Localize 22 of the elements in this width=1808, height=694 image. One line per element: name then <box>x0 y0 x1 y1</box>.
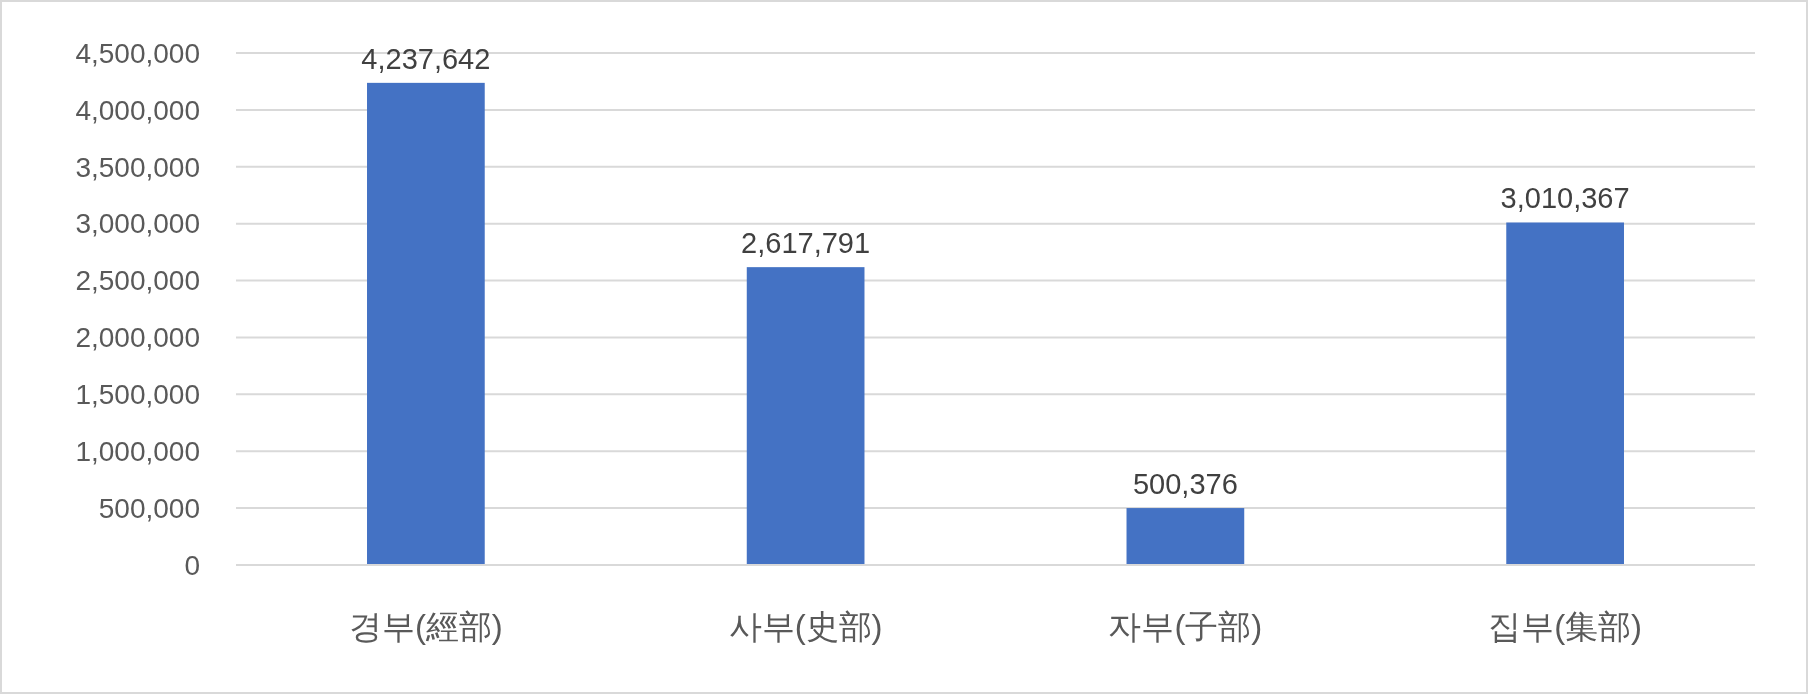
y-tick-label: 3,500,000 <box>75 151 200 183</box>
data-label: 2,617,791 <box>741 227 871 260</box>
y-tick-label: 4,000,000 <box>75 94 200 126</box>
y-tick-label: 2,500,000 <box>75 265 200 297</box>
x-tick-label: 경부(經部) <box>348 608 503 645</box>
y-tick-label: 1,500,000 <box>75 379 200 411</box>
y-tick-label: 1,000,000 <box>75 436 200 468</box>
x-tick-label: 자부(子部) <box>1108 608 1263 645</box>
y-tick-label: 500,000 <box>98 492 200 524</box>
bar <box>746 267 865 565</box>
bar <box>367 82 485 565</box>
data-label: 3,010,367 <box>1500 182 1630 215</box>
data-label: 500,376 <box>1132 468 1238 501</box>
y-tick-label: 3,000,000 <box>75 208 200 240</box>
data-label: 4,237,642 <box>361 42 491 75</box>
x-tick-label: 사부(史部) <box>728 608 883 645</box>
bar <box>1506 222 1624 565</box>
y-tick-label: 0 <box>184 549 200 581</box>
y-tick-label: 4,500,000 <box>75 37 200 69</box>
bar <box>1126 508 1245 565</box>
x-tick-label: 집부(集部) <box>1488 608 1643 645</box>
y-tick-label: 2,000,000 <box>75 322 200 354</box>
